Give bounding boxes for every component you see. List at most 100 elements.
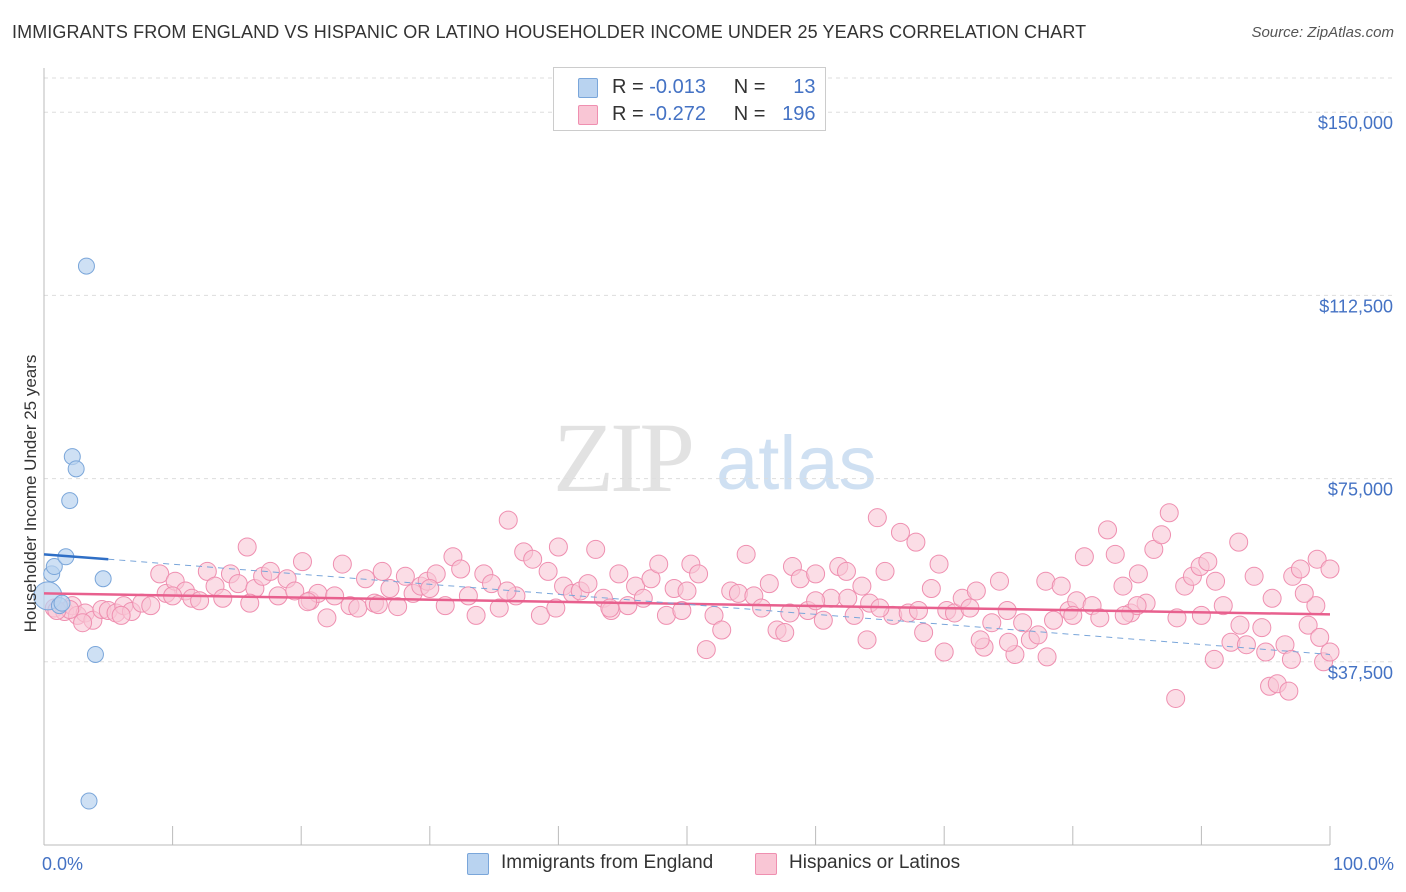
hispanic-point bbox=[1044, 610, 1064, 630]
hispanic-point bbox=[966, 581, 986, 601]
hispanic-point bbox=[934, 642, 954, 662]
england-point bbox=[45, 558, 63, 576]
bottom-label-hispanic: Hispanics or Latinos bbox=[789, 852, 961, 873]
hispanic-point bbox=[489, 598, 509, 618]
legend-swatch-england bbox=[578, 78, 598, 98]
hispanic-point bbox=[458, 586, 478, 606]
hispanic-points bbox=[44, 503, 1340, 708]
hispanic-point bbox=[372, 561, 392, 581]
hispanic-point bbox=[1236, 635, 1256, 655]
hispanic-point bbox=[1166, 688, 1186, 708]
hispanic-point bbox=[867, 508, 887, 528]
hispanic-point bbox=[1206, 571, 1226, 591]
hispanic-point bbox=[498, 510, 518, 530]
hispanic-point bbox=[689, 564, 709, 584]
hispanic-trend-line bbox=[43, 592, 1331, 616]
legend-n-value: 196 bbox=[782, 103, 816, 125]
hispanic-point bbox=[523, 549, 543, 569]
hispanic-point bbox=[73, 613, 93, 633]
hispanic-point bbox=[677, 581, 697, 601]
hispanic-point bbox=[1074, 547, 1094, 567]
watermark-zip: ZIP bbox=[553, 402, 695, 513]
x-tick-label-end: 100.0% bbox=[1333, 854, 1394, 874]
hispanic-point bbox=[857, 630, 877, 650]
hispanic-point bbox=[1113, 576, 1133, 596]
legend-n-value: 13 bbox=[793, 76, 816, 98]
hispanic-point bbox=[906, 532, 926, 552]
hispanic-point bbox=[240, 593, 260, 613]
chart-title: IMMIGRANTS FROM ENGLAND VS HISPANIC OR L… bbox=[12, 22, 1087, 42]
legend-swatch-hispanic bbox=[578, 105, 598, 125]
england-point bbox=[67, 460, 85, 478]
hispanic-point bbox=[844, 605, 864, 625]
hispanic-point bbox=[1256, 642, 1276, 662]
hispanic-point bbox=[1159, 503, 1179, 523]
hispanic-point bbox=[292, 552, 312, 572]
hispanic-point bbox=[914, 622, 934, 642]
hispanic-point bbox=[1320, 642, 1340, 662]
hispanic-point bbox=[1013, 613, 1033, 633]
hispanic-point bbox=[348, 598, 368, 618]
england-point bbox=[80, 792, 98, 810]
hispanic-point bbox=[641, 569, 661, 589]
hispanic-point bbox=[1051, 576, 1071, 596]
hispanic-point bbox=[875, 561, 895, 581]
hispanic-point bbox=[298, 592, 318, 612]
y-tick-label: $112,500 bbox=[1319, 296, 1393, 316]
hispanic-point bbox=[395, 566, 415, 586]
hispanic-point bbox=[538, 561, 558, 581]
hispanic-point bbox=[1198, 552, 1218, 572]
hispanic-point bbox=[228, 574, 248, 594]
hispanic-point bbox=[1128, 564, 1148, 584]
england-point bbox=[86, 645, 104, 663]
hispanic-point bbox=[285, 581, 305, 601]
hispanic-point bbox=[1310, 627, 1330, 647]
hispanic-point bbox=[388, 597, 408, 617]
x-tick-label-start: 0.0% bbox=[42, 854, 83, 874]
hispanic-point bbox=[836, 561, 856, 581]
legend-r-label: R = bbox=[612, 103, 644, 125]
hispanic-point bbox=[1098, 520, 1118, 540]
hispanic-point bbox=[111, 605, 131, 625]
england-trend-line bbox=[43, 553, 109, 561]
hispanic-point bbox=[260, 561, 280, 581]
source-label: Source: ZipAtlas.com bbox=[1251, 24, 1394, 41]
hispanic-point bbox=[530, 605, 550, 625]
hispanic-point bbox=[852, 576, 872, 596]
legend-n-label: N = bbox=[733, 76, 766, 98]
hispanic-point bbox=[546, 598, 566, 618]
hispanic-point bbox=[1144, 539, 1164, 559]
hispanic-point bbox=[1279, 681, 1299, 701]
axis-labels: $37,500 $75,000 $112,500 $150,000 0.0% 100.0%… bbox=[21, 113, 1394, 874]
legend-n-label: N = bbox=[733, 103, 766, 125]
hispanic-point bbox=[578, 574, 598, 594]
hispanic-point bbox=[1105, 544, 1125, 564]
hispanic-point bbox=[150, 564, 170, 584]
hispanic-point bbox=[813, 610, 833, 630]
hispanic-point bbox=[989, 571, 1009, 591]
hispanic-point bbox=[1290, 559, 1310, 579]
hispanic-point bbox=[649, 554, 669, 574]
trend-lines bbox=[43, 553, 1331, 655]
y-tick-label: $75,000 bbox=[1328, 480, 1393, 500]
hispanic-point bbox=[970, 630, 990, 650]
axes bbox=[43, 68, 1331, 846]
legend-r-label: R = bbox=[612, 76, 644, 98]
hispanic-point bbox=[752, 598, 772, 618]
hispanic-point bbox=[890, 522, 910, 542]
hispanic-point bbox=[325, 586, 345, 606]
hispanic-point bbox=[466, 605, 486, 625]
hispanic-point bbox=[482, 574, 502, 594]
legend-r-value: -0.013 bbox=[649, 76, 706, 98]
hispanic-point bbox=[712, 620, 732, 640]
hispanic-point bbox=[356, 569, 375, 589]
hispanic-point bbox=[929, 554, 949, 574]
hispanic-point bbox=[736, 544, 756, 564]
england-point bbox=[77, 257, 95, 275]
hispanic-point bbox=[1028, 625, 1048, 645]
hispanic-point bbox=[982, 613, 1002, 633]
y-tick-label: $150,000 bbox=[1318, 113, 1393, 133]
hispanic-point bbox=[332, 554, 352, 574]
legend-text-england: R = -0.013 N = 13 bbox=[612, 76, 816, 99]
